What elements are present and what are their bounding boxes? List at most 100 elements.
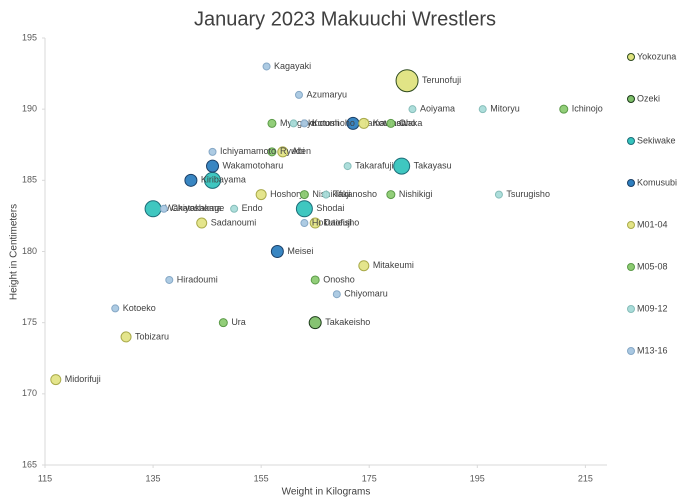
- point-label: Nishikigi: [399, 189, 433, 199]
- point-label: Wakamotoharu: [223, 160, 284, 170]
- point: [267, 118, 277, 128]
- point: [300, 219, 309, 228]
- point-label: Takarafuji: [355, 160, 394, 170]
- legend-label: Ozeki: [637, 93, 660, 103]
- point-label: Chiyomaru: [344, 289, 388, 299]
- point-label: Kotonowaka: [373, 118, 423, 128]
- point: [408, 105, 417, 114]
- point: [358, 260, 370, 272]
- point-label: Onosho: [323, 274, 355, 284]
- legend-marker: [627, 137, 635, 145]
- point-label: Kotoshoho: [312, 118, 355, 128]
- point: [295, 200, 313, 218]
- x-axis-title: Weight in Kilograms: [282, 487, 371, 498]
- legend-label: M05-08: [637, 261, 668, 271]
- point-label: Takanosho: [334, 189, 378, 199]
- legend-marker: [627, 305, 635, 313]
- point: [270, 245, 284, 258]
- legend-marker: [627, 221, 635, 229]
- point-label: Takayasu: [414, 160, 452, 170]
- x-tick-label: 215: [578, 473, 593, 483]
- point: [111, 304, 120, 313]
- point-label: Nishikifuji: [312, 189, 350, 199]
- legend-label: Yokozuna: [637, 51, 676, 61]
- legend-label: Komusubi: [637, 177, 677, 187]
- point: [386, 190, 396, 200]
- point-label: Chiyoshoma: [171, 203, 221, 213]
- point-label: Hiradoumi: [177, 274, 218, 284]
- point-label: Endo: [242, 203, 263, 213]
- point-label: Midorifuji: [65, 374, 101, 384]
- point: [332, 290, 341, 299]
- y-tick-label: 185: [22, 175, 37, 185]
- point: [478, 105, 487, 114]
- point-label: Azumaryu: [306, 89, 347, 99]
- point: [308, 316, 322, 330]
- point: [310, 275, 320, 285]
- point-label: Daieisho: [324, 217, 359, 227]
- x-tick-label: 195: [470, 473, 485, 483]
- point-label: Hokutofuji: [312, 217, 352, 227]
- legend-label: M13-16: [637, 345, 668, 355]
- x-tick-label: 175: [362, 473, 377, 483]
- legend-label: Sekiwake: [637, 135, 676, 145]
- point-label: Tobizaru: [135, 331, 169, 341]
- y-tick-label: 165: [22, 459, 37, 469]
- point-label: Shodai: [316, 203, 344, 213]
- x-tick-label: 115: [38, 473, 52, 483]
- point-label: Tamawashi: [363, 118, 408, 128]
- point-label: Ryuden: [280, 146, 311, 156]
- point: [386, 118, 396, 128]
- y-tick-label: 175: [22, 317, 37, 327]
- y-tick-label: 195: [22, 32, 37, 42]
- point: [322, 190, 330, 199]
- legend-marker: [627, 95, 635, 103]
- point: [165, 275, 174, 284]
- y-tick-label: 170: [22, 388, 37, 398]
- point-label: Abi: [292, 146, 305, 156]
- point-label: Takakeisho: [325, 317, 370, 327]
- point-label: Myogiryu: [280, 118, 317, 128]
- point: [309, 217, 321, 229]
- legend-label: M09-12: [637, 303, 668, 313]
- y-tick-label: 180: [22, 246, 37, 256]
- point: [289, 119, 298, 128]
- point: [559, 104, 569, 114]
- point-label: Terunofuji: [422, 75, 461, 85]
- legend-marker: [627, 263, 635, 271]
- point: [159, 204, 168, 213]
- point-label: Ichiyamamoto: [220, 146, 276, 156]
- point: [50, 374, 62, 386]
- legend-marker: [627, 53, 635, 61]
- point: [358, 117, 370, 129]
- point: [494, 190, 503, 199]
- point-label: Sadanoumi: [211, 217, 257, 227]
- y-axis-title: Height in Centimeters: [9, 204, 20, 300]
- point: [255, 189, 267, 201]
- point-label: Hoshoryu: [270, 189, 309, 199]
- chart-title: January 2023 Makuuchi Wrestlers: [194, 8, 496, 30]
- y-tick-label: 190: [22, 104, 37, 114]
- point-label: Meisei: [287, 246, 313, 256]
- point: [218, 318, 228, 328]
- legend-marker: [627, 347, 635, 355]
- point-label: Kiribayama: [201, 175, 246, 185]
- point: [294, 90, 303, 99]
- point-label: Kagayaki: [274, 61, 311, 71]
- point: [230, 204, 239, 213]
- point-label: Okinoumi: [301, 118, 339, 128]
- point-label: Tsurugisho: [506, 189, 550, 199]
- legend-label: M01-04: [637, 219, 668, 229]
- point: [184, 173, 198, 187]
- x-tick-label: 155: [254, 473, 269, 483]
- point-label: Wakatakakage: [165, 203, 224, 213]
- point-label: Kotoeko: [123, 303, 156, 313]
- point: [300, 119, 309, 128]
- point: [267, 147, 277, 157]
- point-label: Oho: [399, 118, 416, 128]
- point: [299, 190, 309, 200]
- point: [206, 159, 220, 173]
- point-label: Mitoryu: [490, 104, 520, 114]
- point: [262, 62, 271, 71]
